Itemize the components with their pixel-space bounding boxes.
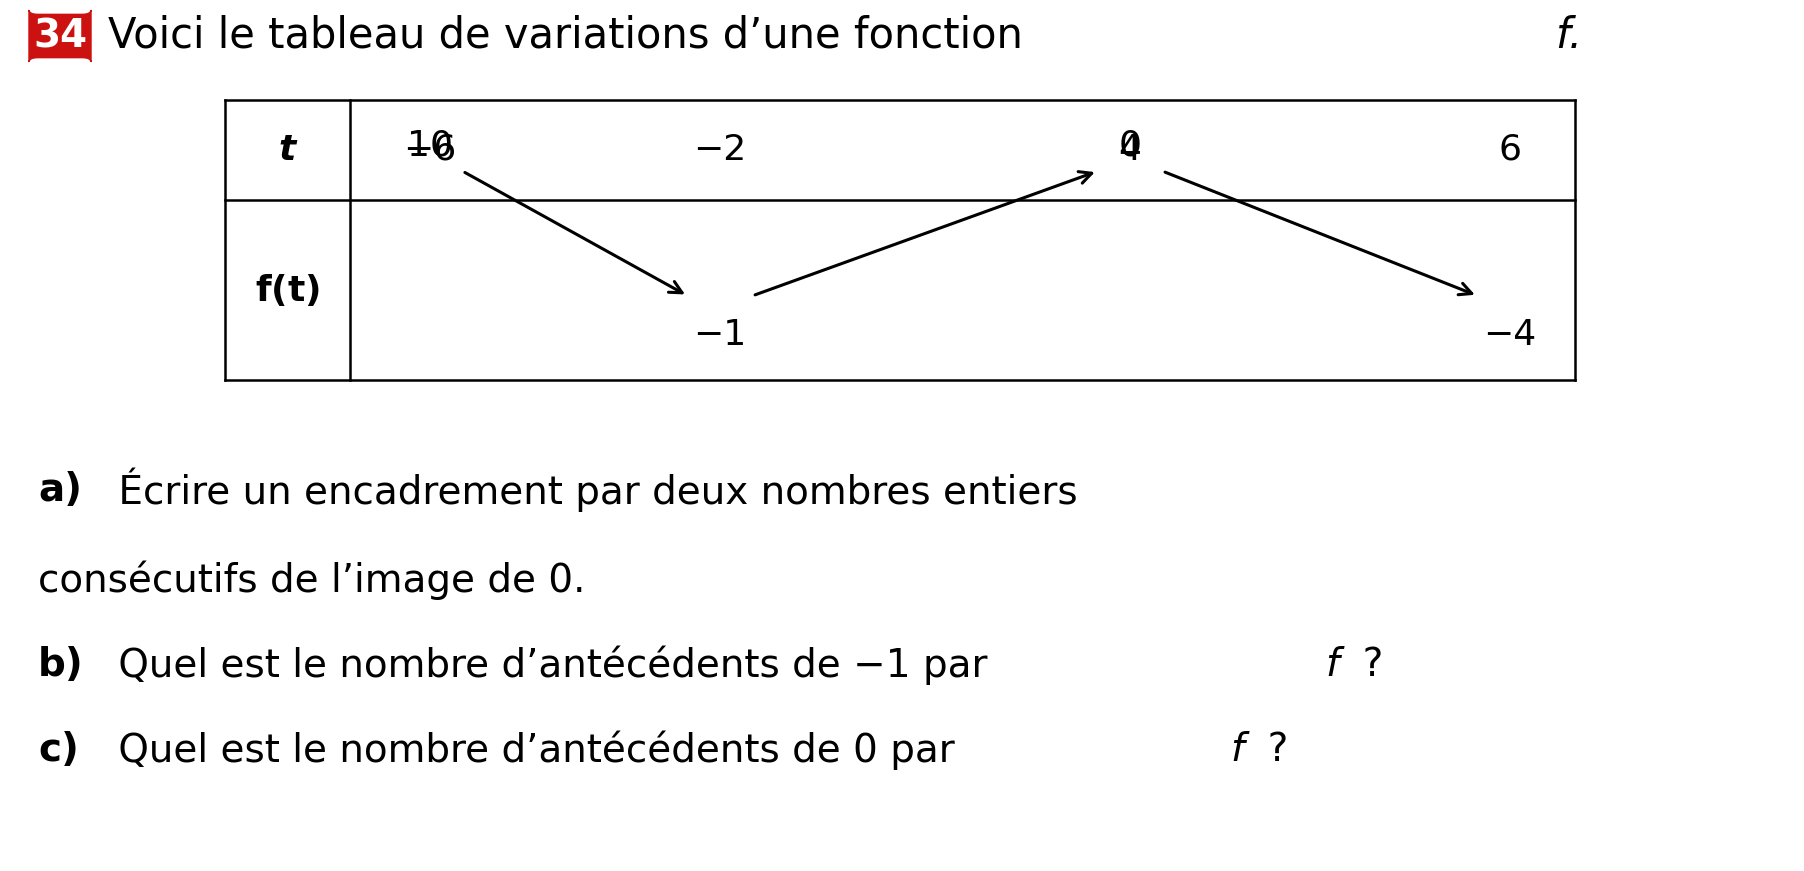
Text: Quel est le nombre d’antécédents de 0 par: Quel est le nombre d’antécédents de 0 pa… — [106, 730, 967, 770]
FancyBboxPatch shape — [29, 10, 90, 62]
Text: Voici le tableau de variations d’une fonction: Voici le tableau de variations d’une fon… — [108, 15, 1035, 57]
Text: consécutifs de l’image de 0.: consécutifs de l’image de 0. — [38, 560, 586, 600]
Text: −2: −2 — [693, 133, 747, 167]
Text: −4: −4 — [1483, 318, 1537, 352]
Text: $\mathbf{f}\mathbf{(}\mathbf{t}\mathbf{)}$: $\mathbf{f}\mathbf{(}\mathbf{t}\mathbf{)… — [254, 272, 319, 308]
Text: b): b) — [38, 646, 83, 684]
Text: 6: 6 — [1499, 133, 1521, 167]
Text: 4: 4 — [1118, 133, 1142, 167]
Text: Écrire un encadrement par deux nombres entiers: Écrire un encadrement par deux nombres e… — [106, 468, 1077, 512]
Text: t: t — [280, 133, 296, 167]
Text: ?: ? — [1259, 731, 1288, 769]
Text: a): a) — [38, 471, 81, 509]
Text: f: f — [1324, 646, 1339, 684]
Text: 10: 10 — [408, 128, 453, 162]
Text: f.: f. — [1555, 15, 1582, 57]
Text: f: f — [1230, 731, 1243, 769]
Text: c): c) — [38, 731, 79, 769]
Text: 34: 34 — [32, 17, 87, 55]
Text: −1: −1 — [693, 318, 747, 352]
Text: 0: 0 — [1118, 128, 1142, 162]
Text: −6: −6 — [404, 133, 456, 167]
Text: ?: ? — [1355, 646, 1384, 684]
Text: Quel est le nombre d’antécédents de −1 par: Quel est le nombre d’antécédents de −1 p… — [106, 645, 999, 685]
